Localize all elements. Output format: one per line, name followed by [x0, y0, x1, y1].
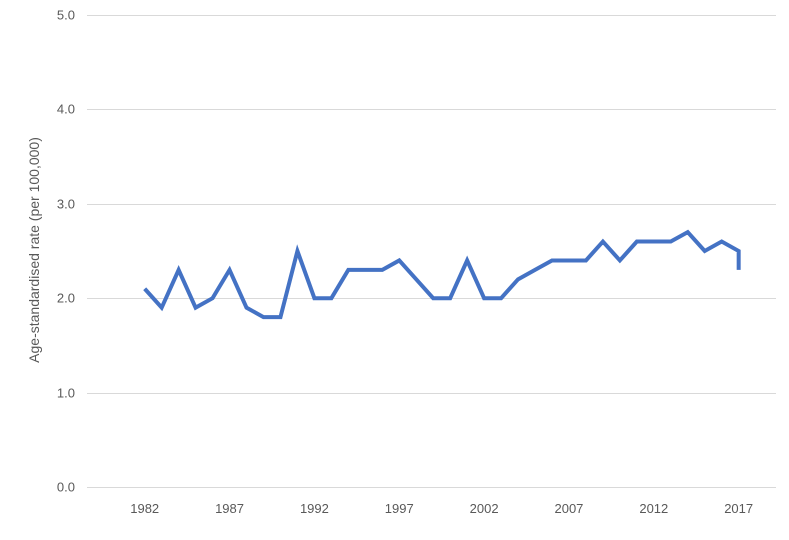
- data-point: [228, 268, 232, 272]
- data-point: [380, 268, 384, 272]
- data-point: [686, 230, 690, 234]
- data-point: [584, 258, 588, 262]
- data-point: [295, 249, 299, 253]
- data-point: [703, 249, 707, 253]
- data-point: [312, 296, 316, 300]
- series-line: [143, 229, 741, 320]
- data-point: [278, 315, 282, 319]
- data-point: [329, 296, 333, 300]
- data-point: [601, 240, 605, 244]
- data-point: [414, 277, 418, 281]
- data-point: [261, 315, 265, 319]
- x-axis-tick-labels: 1982 1987 1992 1997 2002 2007 2012 2017: [130, 501, 753, 516]
- data-point: [177, 268, 181, 272]
- data-point: [211, 296, 215, 300]
- data-point: [635, 240, 639, 244]
- data-point: [397, 258, 401, 262]
- data-point: [160, 306, 164, 310]
- x-tick-label: 2002: [470, 501, 499, 516]
- data-point: [533, 268, 537, 272]
- x-tick-label: 2007: [554, 501, 583, 516]
- data-point: [550, 258, 554, 262]
- x-tick-label: 1997: [385, 501, 414, 516]
- data-point: [448, 296, 452, 300]
- y-tick-label: 0.0: [57, 480, 75, 495]
- series-group: [143, 229, 741, 320]
- y-axis-tick-labels: 0.0 1.0 2.0 3.0 4.0 5.0: [57, 8, 75, 495]
- data-point: [245, 306, 249, 310]
- x-tick-label: 1992: [300, 501, 329, 516]
- data-point: [482, 296, 486, 300]
- data-point: [465, 258, 469, 262]
- data-point: [567, 258, 571, 262]
- y-tick-label: 1.0: [57, 386, 75, 401]
- data-point: [618, 258, 622, 262]
- data-point: [194, 306, 198, 310]
- data-point: [346, 268, 350, 272]
- x-tick-label: 1982: [130, 501, 159, 516]
- x-tick-label: 2017: [724, 501, 753, 516]
- x-tick-label: 1987: [215, 501, 244, 516]
- data-point: [737, 268, 741, 272]
- y-tick-label: 3.0: [57, 197, 75, 212]
- data-point: [143, 287, 147, 291]
- data-point: [431, 296, 435, 300]
- y-tick-label: 2.0: [57, 291, 75, 306]
- x-tick-label: 2012: [639, 501, 668, 516]
- y-tick-label: 5.0: [57, 8, 75, 23]
- data-point: [516, 277, 520, 281]
- data-point: [720, 240, 724, 244]
- data-point: [652, 240, 656, 244]
- data-point: [737, 249, 741, 253]
- data-point: [669, 240, 673, 244]
- data-point: [363, 268, 367, 272]
- gridlines: [87, 15, 776, 488]
- y-axis-title: Age-standardised rate (per 100,000): [26, 137, 42, 363]
- data-point: [499, 296, 503, 300]
- y-tick-label: 4.0: [57, 102, 75, 117]
